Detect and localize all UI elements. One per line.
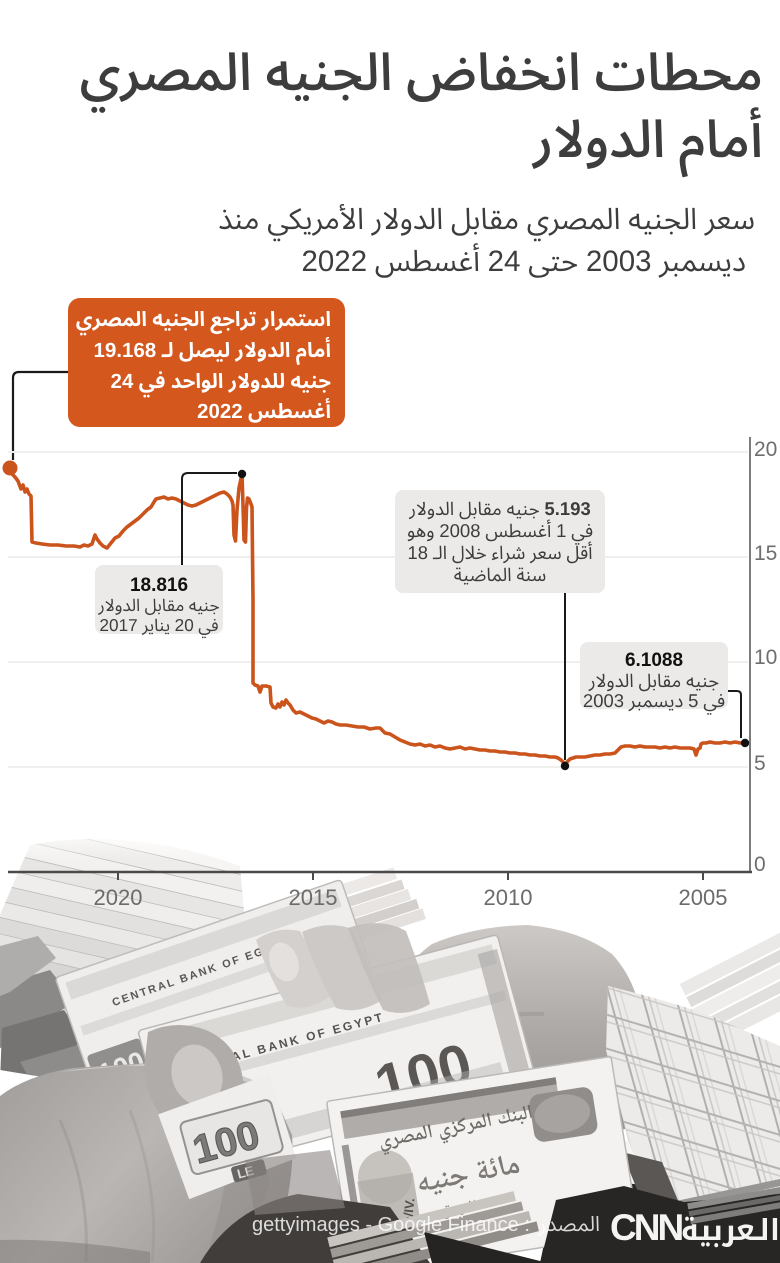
svg-text:18.816: 18.816 [130,575,188,596]
svg-text:2020: 2020 [94,885,143,910]
svg-text:2010: 2010 [484,885,533,910]
svg-text:6.1088: 6.1088 [625,650,683,671]
svg-text:gettyimages - Google Finance :: gettyimages - Google Finance : [252,1214,530,1236]
svg-text:5: 5 [754,752,766,775]
svg-text:2005: 2005 [679,885,728,910]
svg-text:CNN: CNN [610,1207,682,1248]
svg-text:20: 20 [754,438,777,461]
svg-text:2015: 2015 [289,885,338,910]
svg-text:10: 10 [754,646,777,669]
svg-text:0: 0 [754,853,766,876]
svg-text:15: 15 [754,542,777,565]
